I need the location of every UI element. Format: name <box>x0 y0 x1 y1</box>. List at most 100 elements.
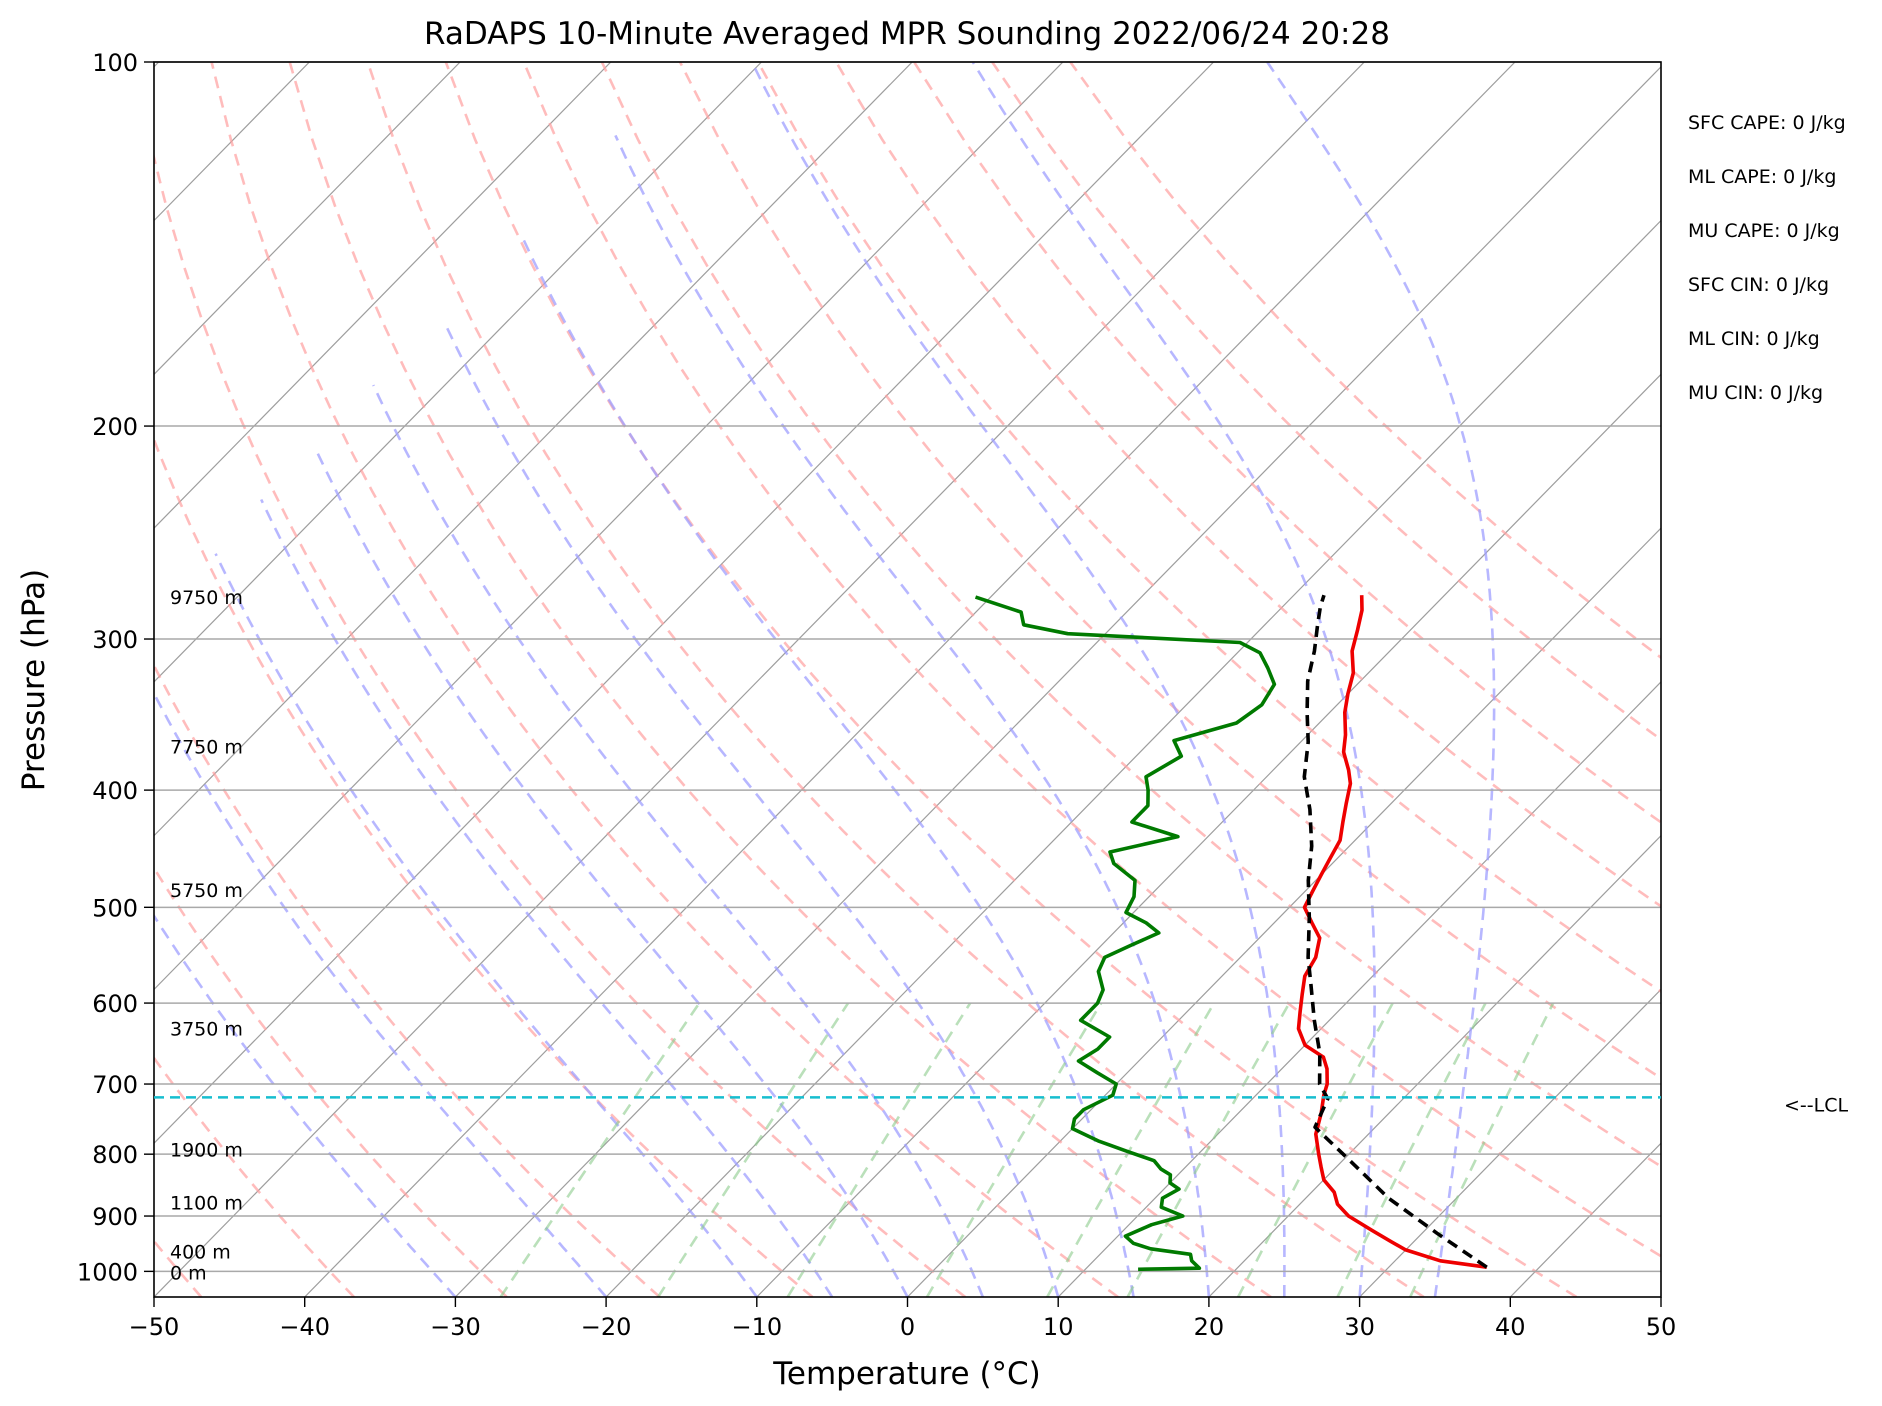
moist-adiabat-line <box>154 690 608 1297</box>
moist-adiabat-line <box>971 62 1376 1297</box>
dry-adiabat-line <box>991 62 1661 742</box>
temperature-line <box>1296 595 1488 1269</box>
height-label: 9750 m <box>170 587 243 609</box>
moist-adiabat-line <box>750 62 1286 1297</box>
dry-adiabat-line <box>210 62 1119 1297</box>
parcel-profile-line <box>1302 594 1488 1269</box>
mixing-ratio-line <box>925 1002 1103 1297</box>
moist-adiabat-line <box>372 384 985 1297</box>
chart-title: RaDAPS 10-Minute Averaged MPR Sounding 2… <box>424 16 1390 52</box>
parameter-text: SFC CAPE: 0 J/kg <box>1688 112 1846 134</box>
x-tick-label: 40 <box>1495 1313 1526 1341</box>
dry-adiabat-line <box>600 62 1661 1168</box>
isotherm-line <box>1057 681 1661 1297</box>
isotherm-line <box>154 62 1215 1145</box>
moist-adiabat-line <box>521 238 1135 1297</box>
height-label: 400 m <box>170 1242 231 1264</box>
mixing-ratio-line <box>499 1002 701 1297</box>
parameter-list: SFC CAPE: 0 J/kg ML CAPE: 0 J/kg MU CAPE: … <box>1688 112 1846 404</box>
x-tick-label: 30 <box>1344 1313 1375 1341</box>
y-axis-label: Pressure (hPa) <box>16 569 52 791</box>
parameter-text: ML CIN: 0 J/kg <box>1688 328 1820 350</box>
moist-adiabat-line <box>315 451 909 1297</box>
x-tick-label: 10 <box>1043 1313 1074 1341</box>
dry-adiabat-line <box>154 436 814 1297</box>
isotherm-line <box>154 62 913 837</box>
y-tick-label: 700 <box>92 1071 138 1099</box>
height-label: 5750 m <box>170 880 243 902</box>
isotherm-line <box>154 62 762 683</box>
y-tick-label: 900 <box>92 1203 138 1231</box>
x-tick-label: 0 <box>900 1313 915 1341</box>
pressure-gridlines <box>154 61 1661 1273</box>
parameter-text: MU CAPE: 0 J/kg <box>1688 220 1840 242</box>
isotherm-line <box>454 65 1661 1297</box>
parameter-text: SFC CIN: 0 J/kg <box>1688 274 1829 296</box>
isotherm-line <box>154 62 1365 1297</box>
isotherm-line <box>154 62 1064 991</box>
y-tick-label: 500 <box>92 894 138 922</box>
background-lines <box>0 62 1661 1297</box>
mixing-ratio-line <box>786 1002 972 1297</box>
isotherm-line <box>605 219 1661 1297</box>
dewpoint-line <box>974 595 1277 1272</box>
height-label: 1100 m <box>170 1192 243 1214</box>
dry-adiabat-line <box>522 62 1661 1258</box>
isotherm-line <box>1660 1296 1661 1297</box>
dry-adiabat-line <box>154 865 508 1297</box>
dry-adiabat-line <box>756 62 1661 994</box>
y-tick-label: 600 <box>92 990 138 1018</box>
isotherm-line <box>304 62 1516 1297</box>
isotherm-line <box>1359 988 1661 1297</box>
mixing-ratio-line <box>1409 1002 1555 1297</box>
dry-adiabat-line <box>1069 62 1661 660</box>
dry-adiabat-line <box>913 62 1661 824</box>
y-tick-label: 200 <box>92 413 138 441</box>
y-tick-label: 1000 <box>77 1258 138 1286</box>
x-axis: −50 −40 −30 −20 −10 0 10 20 30 40 50 <box>129 1297 1677 1341</box>
dry-adiabat-line <box>834 62 1661 908</box>
dry-adiabat-line <box>366 62 1425 1297</box>
y-tick-label: 800 <box>92 1141 138 1169</box>
isotherm-line <box>756 373 1661 1297</box>
mixing-ratio-line <box>1046 1002 1216 1297</box>
lcl-label: <--LCL <box>1784 1094 1848 1116</box>
y-tick-label: 400 <box>92 777 138 805</box>
parameter-text: MU CIN: 0 J/kg <box>1688 382 1823 404</box>
isotherm-line <box>1208 834 1661 1297</box>
moist-adiabat-line <box>614 134 1211 1297</box>
isotherm-line <box>907 527 1661 1297</box>
moist-adiabat-line <box>444 324 1060 1297</box>
x-tick-label: −30 <box>430 1313 481 1341</box>
height-label: 0 m <box>170 1262 207 1284</box>
dry-adiabat-line <box>444 62 1578 1297</box>
height-label: 3750 m <box>170 1019 243 1041</box>
x-tick-label: −40 <box>279 1313 330 1341</box>
x-axis-label: Temperature (°C) <box>772 1356 1041 1392</box>
moist-adiabat-line <box>1266 62 1496 1297</box>
height-label: 7750 m <box>170 736 243 758</box>
sounding-lines <box>974 594 1488 1272</box>
mixing-ratio-line <box>1236 1002 1394 1297</box>
isotherm-line <box>154 62 461 376</box>
moist-adiabat-line <box>260 498 834 1297</box>
dry-adiabat-line <box>154 152 967 1297</box>
mixing-ratio-line <box>1126 1002 1291 1297</box>
x-tick-label: −10 <box>731 1313 782 1341</box>
lcl-marker: <--LCL <box>154 1094 1848 1116</box>
plot-frame <box>153 61 1662 1298</box>
mixing-ratio-line <box>657 1002 850 1297</box>
isotherm-line <box>0 62 8 1297</box>
y-axis: 100 200 300 400 500 600 700 800 900 1000 <box>77 49 154 1286</box>
dry-adiabat-line <box>678 62 1661 1080</box>
height-label: 1900 m <box>170 1140 243 1162</box>
y-tick-label: 300 <box>92 626 138 654</box>
x-tick-label: 50 <box>1646 1313 1677 1341</box>
dry-adiabat-line <box>154 662 661 1297</box>
y-tick-label: 100 <box>92 49 138 77</box>
x-tick-label: −50 <box>129 1313 180 1341</box>
dry-adiabat-line <box>288 62 1272 1297</box>
dry-adiabat-line <box>154 1055 355 1297</box>
parameter-text: ML CAPE: 0 J/kg <box>1688 166 1836 188</box>
